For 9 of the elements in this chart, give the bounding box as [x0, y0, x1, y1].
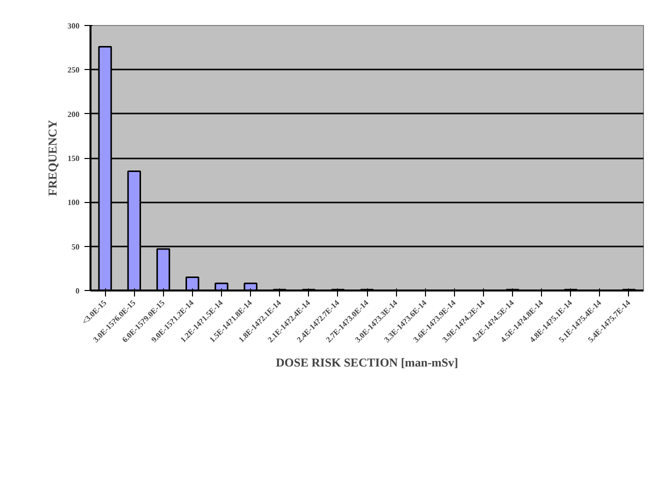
y-tick-label: 150 [68, 154, 80, 163]
y-tick-label: 250 [68, 66, 80, 75]
x-axis-title: DOSE RISK SECTION [man-mSv] [276, 355, 458, 370]
y-axis-title: FREQUENCY [46, 120, 60, 196]
y-tick-label: 100 [68, 198, 80, 208]
y-tick-label: 200 [68, 110, 80, 119]
y-tick-label: 0 [76, 286, 80, 296]
y-tick-label: 50 [72, 242, 80, 252]
y-tick-label: 300 [68, 22, 80, 30]
